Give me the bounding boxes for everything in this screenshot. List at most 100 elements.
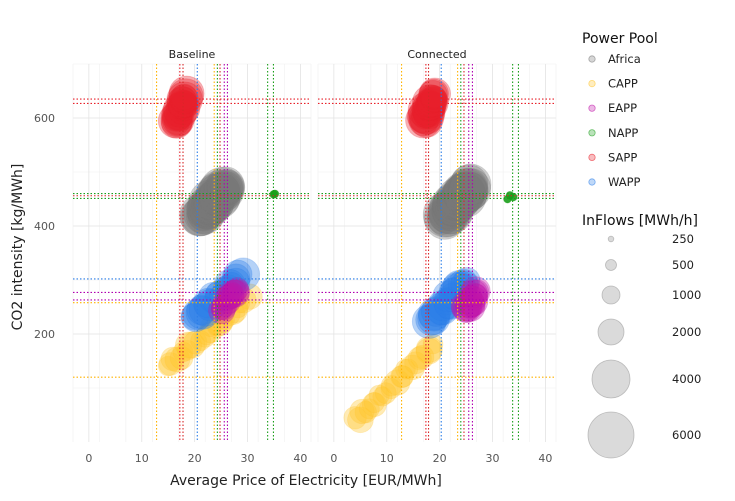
scatter-point-eapp xyxy=(450,290,482,322)
scatter-point-eapp xyxy=(464,279,490,304)
scatter-point-africa xyxy=(198,178,236,216)
scatter-point-capp xyxy=(374,382,397,405)
scatter-point-sapp xyxy=(408,106,439,137)
scatter-point-wapp xyxy=(415,303,448,336)
y-tick-label: 600 xyxy=(34,112,55,125)
scatter-point-wapp xyxy=(197,281,230,314)
legend-size-marker xyxy=(607,235,615,243)
scatter-point-capp xyxy=(200,315,222,338)
scatter-point-capp xyxy=(380,378,402,400)
scatter-point-eapp xyxy=(457,285,489,317)
x-tick-label: 0 xyxy=(330,452,337,465)
scatter-point-sapp xyxy=(415,90,446,121)
scatter-point-eapp xyxy=(210,298,233,320)
legend-marker-capp xyxy=(588,80,596,88)
scatter-point-capp xyxy=(160,346,185,372)
x-tick-label: 40 xyxy=(538,452,552,465)
scatter-point-sapp xyxy=(171,89,197,116)
scatter-point-capp xyxy=(196,324,217,346)
legend-marker-napp xyxy=(588,129,596,137)
legend-size-label: 1000 xyxy=(672,288,701,302)
scatter-point-africa xyxy=(181,196,221,237)
scatter-point-sapp xyxy=(168,78,204,114)
scatter-point-africa xyxy=(450,164,489,203)
legend-label-wapp: WAPP xyxy=(608,175,641,189)
scatter-point-africa xyxy=(183,192,226,235)
scatter-point-sapp xyxy=(168,93,195,120)
legend-marker-wapp xyxy=(588,178,596,186)
scatter-point-africa xyxy=(187,198,220,231)
y-tick-label: 200 xyxy=(34,328,55,341)
scatter-point-africa xyxy=(192,183,229,220)
scatter-point-wapp xyxy=(433,289,464,320)
x-axis-title: Average Price of Electricity [EUR/MWh] xyxy=(170,473,442,489)
scatter-point-africa xyxy=(436,184,476,225)
scatter-point-capp xyxy=(215,310,235,330)
legend-size-marker xyxy=(587,411,635,459)
scatter-point-sapp xyxy=(161,95,197,132)
scatter-point-africa xyxy=(439,189,472,222)
facet-panel-baseline: Baseline 0 10 20 30 40 200 400 600 xyxy=(34,48,312,465)
scatter-point-capp xyxy=(206,310,233,337)
scatter-point-africa xyxy=(194,188,227,221)
scatter-point-eapp xyxy=(216,283,243,310)
scatter-point-capp xyxy=(372,386,393,407)
y-tick-label: 400 xyxy=(34,220,55,233)
scatter-point-wapp xyxy=(221,263,251,293)
x-tick-label: 20 xyxy=(433,452,447,465)
scatter-point-africa xyxy=(427,192,471,235)
scatter-point-capp xyxy=(397,358,419,379)
scatter-point-sapp xyxy=(167,93,195,120)
legend-size-marker xyxy=(591,359,631,399)
scatter-point-capp xyxy=(363,392,385,414)
legend-marker-africa xyxy=(588,55,596,63)
scatter-point-capp xyxy=(199,320,222,344)
legend-size-marker xyxy=(605,259,617,271)
scatter-point-sapp xyxy=(416,86,448,118)
scatter-point-eapp xyxy=(460,282,489,311)
scatter-point-africa xyxy=(427,189,470,231)
scatter-point-africa xyxy=(431,189,474,232)
scatter-point-capp xyxy=(404,351,428,375)
scatter-point-sapp xyxy=(406,99,441,134)
scatter-point-capp xyxy=(164,346,191,373)
scatter-point-africa xyxy=(442,171,485,215)
scatter-point-capp xyxy=(229,292,251,314)
facet-title-connected: Connected xyxy=(407,48,466,61)
scatter-point-wapp xyxy=(212,277,240,305)
facet-panel-connected: Connected 0 10 20 30 40 xyxy=(317,48,557,465)
scatter-point-capp xyxy=(415,335,443,363)
scatter-point-capp xyxy=(354,400,377,424)
scatter-point-africa xyxy=(185,198,221,234)
scatter-point-africa xyxy=(188,179,233,224)
legend-size-marker xyxy=(601,285,621,305)
scatter-point-wapp xyxy=(221,267,251,297)
scatter-point-eapp xyxy=(217,290,241,314)
scatter-point-sapp xyxy=(163,100,191,128)
scatter-point-capp xyxy=(361,392,387,418)
legend-size-title: InFlows [MWh/h] xyxy=(582,213,698,229)
scatter-point-sapp xyxy=(411,92,445,126)
scatter-point-sapp xyxy=(418,80,448,110)
scatter-point-capp xyxy=(358,398,380,420)
scatter-point-wapp xyxy=(185,295,220,330)
scatter-point-capp xyxy=(399,354,426,381)
scatter-point-sapp xyxy=(411,101,440,130)
scatter-point-africa xyxy=(191,181,235,225)
legend-marker-eapp xyxy=(588,104,596,112)
x-tick-label: 10 xyxy=(135,452,149,465)
scatter-point-capp xyxy=(174,331,203,359)
scatter-point-napp xyxy=(270,189,280,199)
legend-label-eapp: EAPP xyxy=(608,101,637,115)
scatter-point-capp xyxy=(221,296,248,324)
scatter-point-sapp xyxy=(161,103,195,137)
scatter-point-capp xyxy=(158,352,183,376)
scatter-point-capp xyxy=(226,296,249,319)
x-tick-label: 30 xyxy=(486,452,500,465)
scatter-point-africa xyxy=(179,197,219,237)
scatter-point-wapp xyxy=(420,296,452,327)
legend-layer: Power Pool Africa CAPP EAPP NAPP SAPP WAPP InFl… xyxy=(582,31,701,459)
scatter-point-wapp xyxy=(425,292,460,326)
scatter-point-capp xyxy=(380,374,403,397)
scatter-point-africa xyxy=(206,169,244,207)
